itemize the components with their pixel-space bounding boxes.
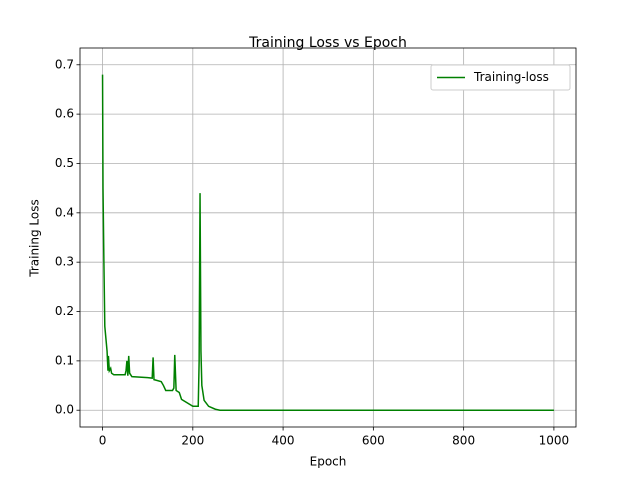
x-tick-label: 1000: [539, 434, 570, 448]
legend-box: [430, 64, 571, 91]
x-tick-label: 600: [362, 434, 385, 448]
x-tick-label: 0: [99, 434, 107, 448]
y-tick-label: 0.0: [55, 403, 74, 417]
x-tick-label: 200: [181, 434, 204, 448]
x-tick-label: 400: [272, 434, 295, 448]
x-tick-label: 800: [452, 434, 475, 448]
y-tick-label: 0.2: [55, 304, 74, 318]
data-line: [101, 74, 554, 411]
y-tick-label: 0.1: [55, 353, 74, 367]
y-tick-label: 0.7: [55, 57, 74, 71]
y-tick-label: 0.3: [55, 255, 74, 269]
axes-frame: [79, 47, 577, 428]
y-tick-label: 0.6: [55, 107, 74, 121]
y-tick-label: 0.5: [55, 156, 74, 170]
x-axis-label: Epoch: [310, 455, 347, 469]
y-tick-label: 0.4: [55, 205, 74, 219]
y-axis-label: Training Loss: [28, 199, 42, 277]
legend-label: Training-loss: [473, 70, 549, 84]
chart-title: Training Loss vs Epoch: [248, 35, 407, 51]
